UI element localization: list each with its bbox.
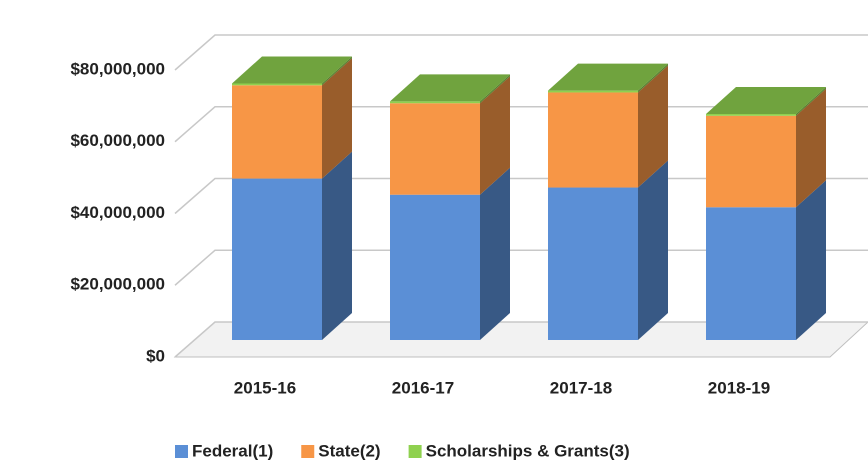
x-tick-label: 2018-19 — [708, 378, 770, 397]
bar-segment — [706, 88, 826, 208]
bar-top — [548, 63, 668, 91]
grid-line — [174, 34, 868, 71]
bar-front — [390, 101, 480, 104]
bar-side — [322, 58, 352, 179]
bar-segment — [548, 65, 668, 188]
y-tick-label: $60,000,000 — [70, 131, 165, 150]
x-tick-label: 2016-17 — [392, 378, 454, 397]
bar-side — [322, 151, 352, 340]
legend-label: Scholarships & Grants(3) — [426, 441, 630, 460]
y-tick-label: $20,000,000 — [70, 275, 165, 294]
bar-front — [232, 178, 322, 340]
bar-segment — [706, 180, 826, 340]
bar-top — [232, 56, 352, 84]
bar-front — [390, 194, 480, 340]
bar-side — [480, 74, 510, 104]
bar-front — [548, 187, 638, 340]
legend-label: State(2) — [318, 441, 380, 460]
legend-swatch — [301, 445, 315, 458]
bar-front — [706, 113, 796, 116]
y-tick-label: $0 — [146, 346, 165, 365]
x-tick-label: 2017-18 — [550, 378, 612, 397]
bar-side — [796, 86, 826, 116]
bar-front — [232, 83, 322, 86]
bar-side — [796, 88, 826, 208]
legend-label: Federal(1) — [192, 441, 273, 460]
bar-segment — [232, 151, 352, 340]
bar-segment — [390, 74, 510, 104]
bar-segment — [548, 160, 668, 340]
bar-side — [480, 167, 510, 340]
legend-swatch — [408, 445, 422, 458]
bar-front — [548, 90, 638, 93]
y-tick-label: $80,000,000 — [70, 59, 165, 78]
bar-front — [548, 92, 638, 188]
bar-front — [706, 207, 796, 340]
bar-side — [638, 65, 668, 188]
bar-side — [322, 56, 352, 86]
bar-side — [480, 76, 510, 195]
bar-front — [390, 103, 480, 195]
bar-segment — [390, 76, 510, 195]
y-tick-label: $40,000,000 — [70, 203, 165, 222]
bar-side — [638, 160, 668, 340]
bar-segment — [390, 167, 510, 340]
bar-side — [638, 63, 668, 93]
bar-segment — [548, 63, 668, 93]
bar-front — [232, 85, 322, 179]
bar-top — [706, 86, 826, 114]
bar-segment — [706, 86, 826, 116]
bar-top — [390, 74, 510, 102]
bar-segment — [232, 58, 352, 179]
legend-swatch — [175, 445, 188, 458]
bar-side — [796, 180, 826, 340]
bar-segment — [232, 56, 352, 86]
x-tick-label: 2015-16 — [234, 378, 296, 397]
bar-front — [706, 115, 796, 208]
